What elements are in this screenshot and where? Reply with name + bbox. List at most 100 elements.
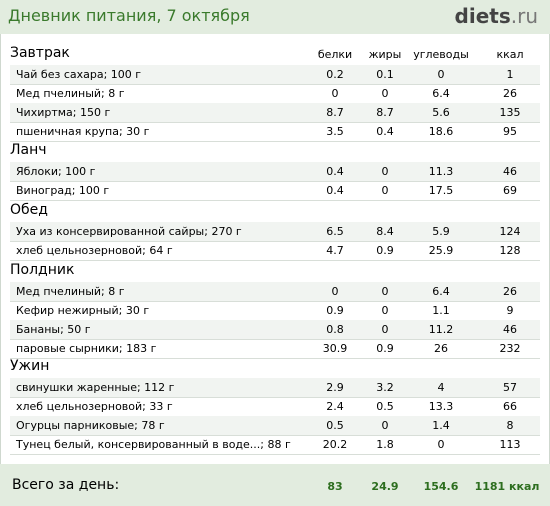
cell-carbs: 11.3 [428, 165, 454, 178]
cell-protein: 8.7 [326, 106, 344, 119]
table-row: хлеб цельнозерновой; 33 г 2.4 0.5 13.3 66 [10, 397, 540, 416]
cell-carbs: 18.6 [428, 125, 454, 138]
table-row: паровые сырники; 183 г 30.9 0.9 26 232 [10, 339, 540, 358]
cell-kcal: 124 [499, 225, 521, 238]
cell-protein: 0.5 [326, 419, 344, 432]
cell-protein: 0.2 [326, 68, 344, 81]
cell-fat: 0.9 [376, 244, 394, 257]
cell-carbs: 17.5 [428, 184, 454, 197]
food-name: хлеб цельнозерновой; 33 г [16, 400, 173, 413]
row-divider [10, 260, 540, 261]
food-name: Огурцы парниковые; 78 г [16, 419, 165, 432]
cell-protein: 0.8 [326, 323, 344, 336]
cell-carbs: 5.9 [432, 225, 450, 238]
row-divider [10, 141, 540, 142]
total-label: Всего за день: [12, 477, 120, 493]
row-divider [10, 397, 540, 398]
table-row: Яблоки; 100 г 0.4 0 11.3 46 [10, 162, 540, 181]
table-row: Мед пчелиный; 8 г 0 0 6.4 26 [10, 282, 540, 301]
cell-protein: 3.5 [326, 125, 344, 138]
cell-fat: 0 [381, 285, 389, 298]
cell-protein: 6.5 [326, 225, 344, 238]
cell-protein: 4.7 [326, 244, 344, 257]
food-name: Яблоки; 100 г [16, 165, 96, 178]
food-name: хлеб цельнозерновой; 64 г [16, 244, 173, 257]
column-header-protein: белки [317, 48, 353, 61]
meal-heading: Ужин [10, 358, 50, 374]
cell-kcal: 66 [503, 400, 517, 413]
food-name: Чай без сахара; 100 г [16, 68, 142, 81]
meal-heading: Завтрак [10, 45, 70, 61]
food-name: Тунец белый, консервированный в воде...;… [16, 438, 291, 451]
table-row: свинушки жаренные; 112 г 2.9 3.2 4 57 [10, 378, 540, 397]
cell-kcal: 135 [499, 106, 521, 119]
cell-fat: 0.1 [376, 68, 394, 81]
food-name: паровые сырники; 183 г [16, 342, 157, 355]
cell-protein: 0.9 [326, 304, 344, 317]
cell-carbs: 13.3 [428, 400, 454, 413]
food-name: Уха из консервированной сайры; 270 г [16, 225, 242, 238]
cell-fat: 0 [381, 304, 389, 317]
meal-heading: Обед [10, 202, 48, 218]
cell-kcal: 46 [503, 323, 517, 336]
row-divider [10, 301, 540, 302]
cell-protein: 20.2 [322, 438, 348, 451]
cell-fat: 0.9 [376, 342, 394, 355]
cell-fat: 0 [381, 184, 389, 197]
table-row: Кефир нежирный; 30 г 0.9 0 1.1 9 [10, 301, 540, 320]
table-row: Уха из консервированной сайры; 270 г 6.5 8… [10, 222, 540, 241]
header-bar: Дневник питания, 7 октября diets.ru [0, 0, 550, 34]
cell-kcal: 232 [499, 342, 521, 355]
cell-kcal: 128 [499, 244, 521, 257]
logo-main: diets [454, 4, 511, 28]
cell-kcal: 26 [503, 285, 517, 298]
table-row: Мед пчелиный; 8 г 0 0 6.4 26 [10, 84, 540, 103]
total-protein: 83 [327, 480, 343, 493]
row-divider [10, 84, 540, 85]
table-row: Чихиртма; 150 г 8.7 8.7 5.6 135 [10, 103, 540, 122]
cell-carbs: 6.4 [432, 285, 450, 298]
cell-protein: 0.4 [326, 165, 344, 178]
cell-fat: 0 [381, 419, 389, 432]
daily-total-bar: Всего за день: 83 24.9 154.6 1181 ккал [0, 464, 550, 506]
cell-fat: 0.4 [376, 125, 394, 138]
table-row: Виноград; 100 г 0.4 0 17.5 69 [10, 181, 540, 200]
cell-fat: 0.5 [376, 400, 394, 413]
table-row: Бананы; 50 г 0.8 0 11.2 46 [10, 320, 540, 339]
cell-kcal: 1 [506, 68, 514, 81]
total-carbs: 154.6 [423, 480, 459, 493]
cell-carbs: 11.2 [428, 323, 454, 336]
cell-kcal: 46 [503, 165, 517, 178]
cell-carbs: 1.1 [432, 304, 450, 317]
food-name: Бананы; 50 г [16, 323, 91, 336]
cell-protein: 0.4 [326, 184, 344, 197]
row-divider [10, 200, 540, 201]
logo-tld: .ru [510, 4, 538, 28]
total-kcal: 1181 ккал [474, 480, 540, 493]
food-name: Кефир нежирный; 30 г [16, 304, 150, 317]
row-divider [10, 241, 540, 242]
food-name: Мед пчелиный; 8 г [16, 87, 125, 100]
cell-protein: 2.4 [326, 400, 344, 413]
total-fat: 24.9 [371, 480, 399, 493]
meal-heading: Ланч [10, 142, 47, 158]
cell-carbs: 25.9 [428, 244, 454, 257]
cell-kcal: 95 [503, 125, 517, 138]
column-header-kcal: ккал [496, 48, 524, 61]
column-header-carbs: углеводы [413, 48, 469, 61]
cell-fat: 0 [381, 165, 389, 178]
cell-fat: 8.4 [376, 225, 394, 238]
cell-kcal: 57 [503, 381, 517, 394]
cell-protein: 0 [331, 87, 339, 100]
cell-carbs: 0 [437, 438, 445, 451]
cell-carbs: 4 [437, 381, 445, 394]
row-divider [10, 358, 540, 359]
cell-kcal: 9 [506, 304, 514, 317]
site-logo[interactable]: diets.ru [455, 4, 538, 28]
table-row: хлеб цельнозерновой; 64 г 4.7 0.9 25.9 128 [10, 241, 540, 260]
row-divider [10, 122, 540, 123]
row-divider [10, 435, 540, 436]
cell-kcal: 8 [506, 419, 514, 432]
cell-carbs: 6.4 [432, 87, 450, 100]
table-row: Чай без сахара; 100 г 0.2 0.1 0 1 [10, 65, 540, 84]
